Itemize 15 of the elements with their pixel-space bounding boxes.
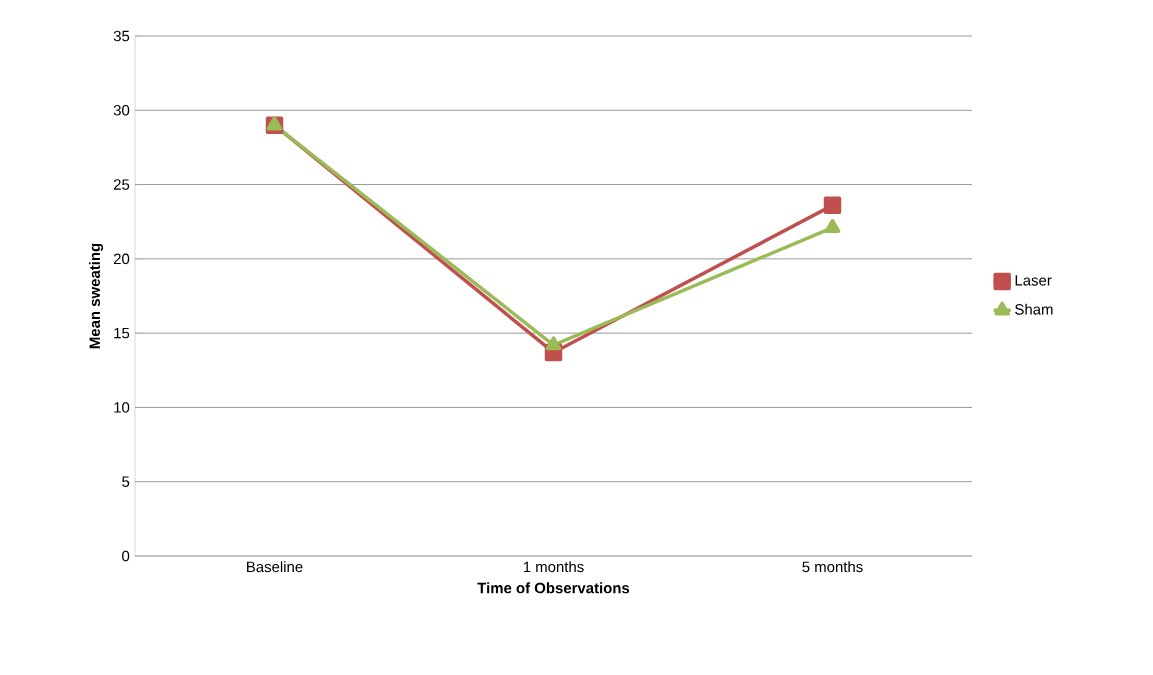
y-tick-label: 15 [114,327,130,339]
y-tick-label: 0 [122,550,130,562]
x-tick-label: Baseline [247,561,303,573]
y-tick-label: 10 [114,402,130,413]
y-tick-label: 20 [113,253,130,265]
legend-label: Sham [1015,303,1053,315]
x-axis-title: Time of Observations [477,582,630,594]
x-tick-label: 1 months [523,561,584,573]
y-tick-label: 35 [113,30,130,42]
x-tick-label: 5 months [802,561,863,573]
legend-label: Laser [1015,275,1052,286]
y-tick-label: 5 [122,476,130,487]
y-axis-title: Mean sweating [89,243,104,349]
y-tick-label: 30 [113,104,130,116]
y-tick-label: 25 [113,179,130,190]
